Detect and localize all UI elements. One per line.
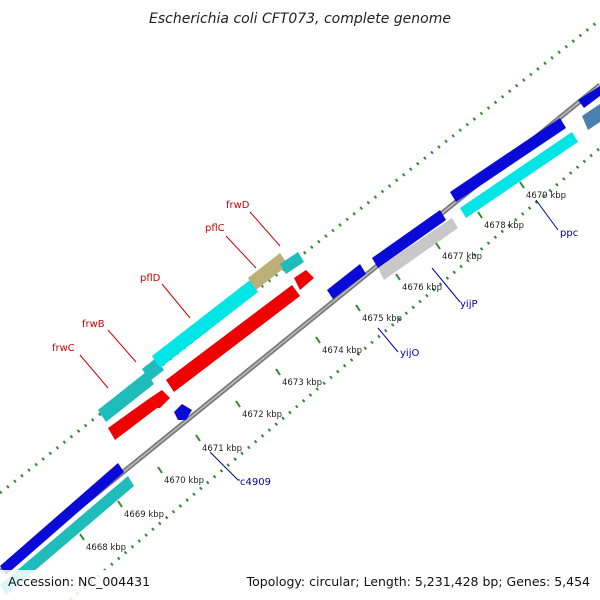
tick-mark — [435, 242, 441, 250]
tick-label: 4675 kbp — [362, 314, 402, 324]
leader-frwb — [107, 329, 137, 363]
cds-red-long — [166, 285, 300, 392]
tick-label: 4678 kbp — [484, 221, 524, 231]
cds-red-small — [108, 398, 157, 440]
gene-label-pfld: pflD — [140, 273, 161, 284]
gene-label-frwd: frwD — [226, 200, 250, 211]
accession-text: Accession: NC_004431 — [8, 574, 150, 589]
tick-mark — [355, 304, 361, 312]
leader-ppc — [535, 199, 559, 231]
tick-label: 4674 kbp — [322, 346, 362, 356]
cds-pflc — [248, 253, 288, 290]
cds-blue-yijo — [327, 264, 366, 299]
cds-pfld — [152, 280, 258, 368]
tick-label: 4673 kbp — [282, 378, 322, 388]
cds-grey-yijp — [378, 218, 458, 280]
tick-mark — [477, 211, 483, 219]
leader-pflc — [225, 235, 257, 269]
cds-cyan-ppc — [460, 132, 578, 218]
tick-label: 4671 kbp — [202, 444, 242, 454]
footer-background — [0, 570, 600, 600]
topology-text: Topology: circular; Length: 5,231,428 bp… — [246, 574, 590, 589]
tick-label: 4677 kbp — [442, 252, 482, 262]
leader-pfld — [161, 283, 191, 319]
tick-mark — [315, 336, 321, 344]
tick-label: 4669 kbp — [124, 510, 164, 520]
leader-yijp — [431, 267, 461, 303]
gene-label-ppc: ppc — [560, 228, 578, 239]
tick-label: 4679 kbp — [526, 191, 566, 201]
cds-blue-edge — [578, 86, 600, 108]
tick-mark — [117, 500, 123, 508]
tick-labels: 4668 kbp 4669 kbp 4670 kbp 4671 kbp 4672 kbp… — [86, 191, 566, 553]
gene-label-yijo: yijO — [400, 348, 419, 359]
cds-steel-edge — [582, 104, 600, 130]
tick-mark — [235, 400, 241, 408]
tick-label: 4668 kbp — [86, 543, 126, 553]
cds-cyan-lower-left — [0, 476, 134, 595]
tick-marks — [79, 181, 525, 541]
gene-label-pflc: pflC — [205, 223, 225, 234]
tick-mark — [275, 368, 281, 376]
leader-frwd — [249, 211, 281, 247]
cds-blue-mid — [372, 210, 446, 268]
tick-mark — [195, 434, 201, 442]
gene-label-frwc: frwC — [52, 343, 75, 354]
tick-label: 4672 kbp — [242, 410, 282, 420]
map-title: Escherichia coli CFT073, complete genome — [149, 11, 451, 27]
leader-c4909 — [209, 451, 240, 481]
cds-blue-upper — [450, 118, 566, 202]
tick-mark — [157, 466, 163, 474]
tick-mark — [519, 181, 525, 189]
tick-mark — [79, 533, 85, 541]
cds-red-arrow-top — [294, 270, 314, 290]
tick-label: 4670 kbp — [164, 476, 204, 486]
gene-label-frwb: frwB — [82, 319, 105, 330]
outer-dotted-guide — [0, 18, 600, 495]
cds-blue-lower-left — [0, 463, 124, 575]
leader-frwc — [79, 354, 109, 389]
gene-label-yijp: yijP — [460, 299, 478, 310]
cds-red-arrow-small — [150, 390, 170, 408]
cds-blue-small — [174, 404, 192, 420]
tick-label: 4676 kbp — [402, 283, 442, 293]
tick-mark — [395, 273, 401, 281]
cds-frwd — [280, 252, 304, 274]
cds-frwc — [98, 372, 154, 422]
gene-label-c4909: c4909 — [240, 477, 271, 488]
leader-yijo — [377, 327, 399, 353]
